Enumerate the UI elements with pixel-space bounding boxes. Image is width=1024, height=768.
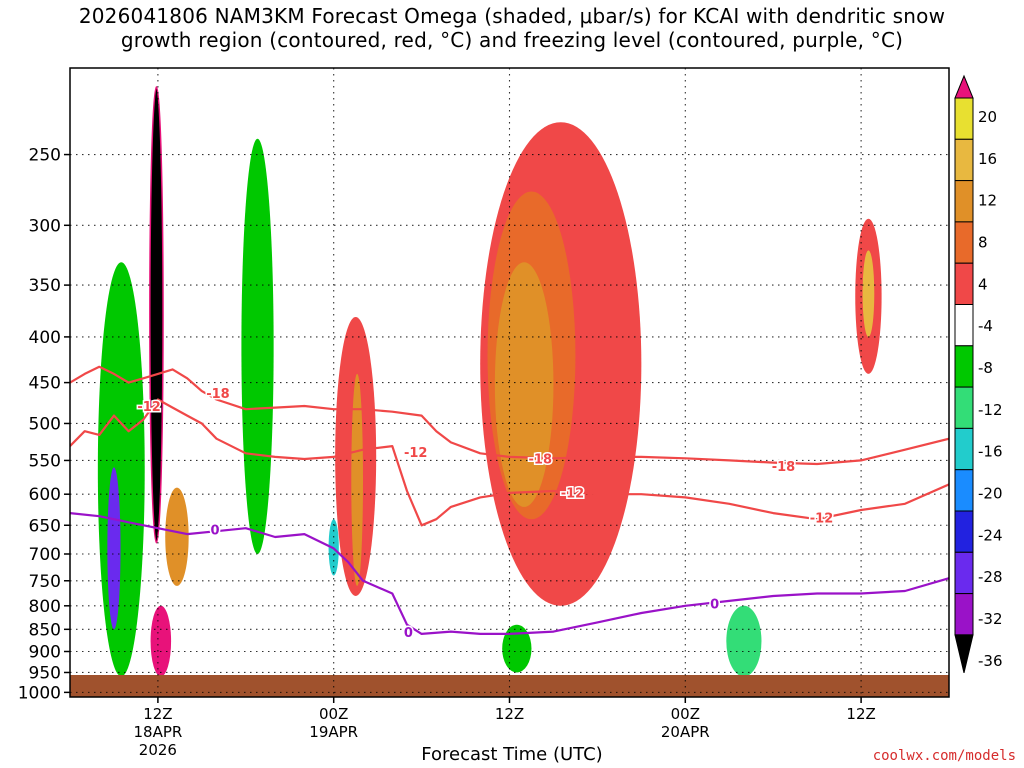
contour-label-4: -12 bbox=[561, 486, 585, 501]
contour-label-7: 0 bbox=[211, 523, 220, 538]
ytick-label-550: 550 bbox=[29, 451, 61, 471]
colorbar-label-13: -36 bbox=[978, 652, 1003, 670]
ytick-label-350: 350 bbox=[29, 276, 61, 296]
colorbar-top-arrow bbox=[954, 74, 974, 99]
shaded-region-11 bbox=[351, 373, 364, 586]
contour-label-1: -18 bbox=[206, 387, 230, 402]
colorbar-label-2: 12 bbox=[978, 192, 997, 210]
ytick-label-650: 650 bbox=[29, 516, 61, 536]
colorbar-label-6: -8 bbox=[978, 359, 993, 377]
colorbar-box-2 bbox=[954, 180, 974, 223]
shaded-region-15 bbox=[862, 250, 875, 337]
y-axis: 2503003504004505005506006507007508008509… bbox=[18, 146, 70, 703]
ytick-label-800: 800 bbox=[29, 597, 61, 617]
ytick-label-250: 250 bbox=[29, 146, 61, 166]
xtick-label-54: 12Z bbox=[846, 705, 875, 723]
ytick-label-500: 500 bbox=[29, 414, 61, 434]
ytick-label-400: 400 bbox=[29, 328, 61, 348]
xtick-label-30: 12Z bbox=[495, 705, 524, 723]
contour-label-5: -18 bbox=[772, 460, 796, 475]
ytick-label-600: 600 bbox=[29, 485, 61, 505]
colorbar-box-5 bbox=[954, 304, 974, 347]
colorbar-box-8 bbox=[954, 427, 974, 471]
colorbar-label-3: 8 bbox=[978, 233, 988, 251]
x-axis-label: Forecast Time (UTC) bbox=[421, 744, 603, 765]
colorbar-label-0: 20 bbox=[978, 108, 997, 126]
ytick-label-700: 700 bbox=[29, 545, 61, 565]
ytick-label-300: 300 bbox=[29, 216, 61, 236]
colorbar-box-6 bbox=[954, 345, 974, 388]
contour-labels: -12 -18 -12 -18 -12 -18 -12 0 0 0 bbox=[136, 385, 835, 642]
colorbar-box-4 bbox=[954, 262, 974, 306]
credit-text: coolwx.com/models bbox=[872, 748, 1016, 764]
colorbar-box-11 bbox=[954, 551, 974, 595]
ytick-label-1000: 1000 bbox=[18, 683, 61, 703]
colorbar-label-10: -24 bbox=[978, 526, 1003, 544]
shaded-region-3 bbox=[494, 262, 554, 507]
colorbar-label-7: -12 bbox=[978, 401, 1003, 419]
xtick-sublabel-6: 18APR bbox=[133, 723, 182, 741]
shaded-region-6 bbox=[149, 86, 164, 544]
contour-line-2 bbox=[70, 512, 949, 636]
colorbar-label-8: -16 bbox=[978, 443, 1003, 461]
colorbar-box-7 bbox=[954, 386, 974, 429]
colorbar-label-9: -20 bbox=[978, 484, 1003, 502]
shaded-region-7 bbox=[726, 605, 762, 677]
colorbar-box-9 bbox=[954, 469, 974, 512]
colorbar-box-3 bbox=[954, 221, 974, 264]
ytick-label-950: 950 bbox=[29, 663, 61, 683]
xtick-label-42: 00Z bbox=[671, 705, 700, 723]
xtick-label-18: 00Z bbox=[319, 705, 348, 723]
gridlines bbox=[70, 68, 949, 697]
colorbar-box-10 bbox=[954, 510, 974, 553]
contour-label-0: -12 bbox=[137, 400, 161, 415]
colorbar-box-1 bbox=[954, 138, 974, 182]
colorbar-label-4: 4 bbox=[978, 275, 988, 293]
xtick-year-6: 2026 bbox=[139, 741, 177, 759]
shaded-region-13 bbox=[502, 624, 532, 673]
contour-lines bbox=[70, 365, 949, 636]
colorbar-label-11: -28 bbox=[978, 568, 1003, 586]
shaded-region-5 bbox=[241, 138, 274, 555]
xtick-label-6: 12Z bbox=[143, 705, 172, 723]
colorbar-label-12: -32 bbox=[978, 610, 1003, 628]
contour-label-8: 0 bbox=[404, 626, 413, 641]
contour-label-2: -12 bbox=[404, 446, 428, 461]
xtick-sublabel-18: 19APR bbox=[309, 723, 358, 741]
colorbar-bottom-arrow bbox=[954, 634, 974, 674]
shaded-region-2 bbox=[97, 262, 145, 677]
colorbar-box-0 bbox=[954, 97, 974, 140]
ytick-label-900: 900 bbox=[29, 642, 61, 662]
colorbar-box-12 bbox=[954, 593, 974, 636]
ytick-label-850: 850 bbox=[29, 620, 61, 640]
xtick-sublabel-42: 20APR bbox=[661, 723, 710, 741]
shaded-region-8 bbox=[165, 487, 189, 586]
contour-label-9: 0 bbox=[710, 597, 719, 612]
chart-title: 2026041806 NAM3KM Forecast Omega (shaded… bbox=[78, 4, 946, 52]
colorbar-label-1: 16 bbox=[978, 150, 997, 168]
shaded-region-12 bbox=[150, 605, 172, 677]
contour-line-0 bbox=[70, 398, 949, 527]
contour-label-3: -18 bbox=[529, 452, 553, 467]
ytick-label-750: 750 bbox=[29, 572, 61, 592]
contour-label-6: -12 bbox=[810, 511, 834, 526]
colorbar-label-5: -4 bbox=[978, 317, 993, 335]
contour-line-1 bbox=[70, 365, 949, 466]
shaded-region-10 bbox=[107, 467, 121, 630]
colorbar: 20 16 12 8 4 -4 -8 -12 -16 -20 -24 -28 -32 -36 bbox=[954, 74, 1003, 674]
ytick-label-450: 450 bbox=[29, 374, 61, 394]
